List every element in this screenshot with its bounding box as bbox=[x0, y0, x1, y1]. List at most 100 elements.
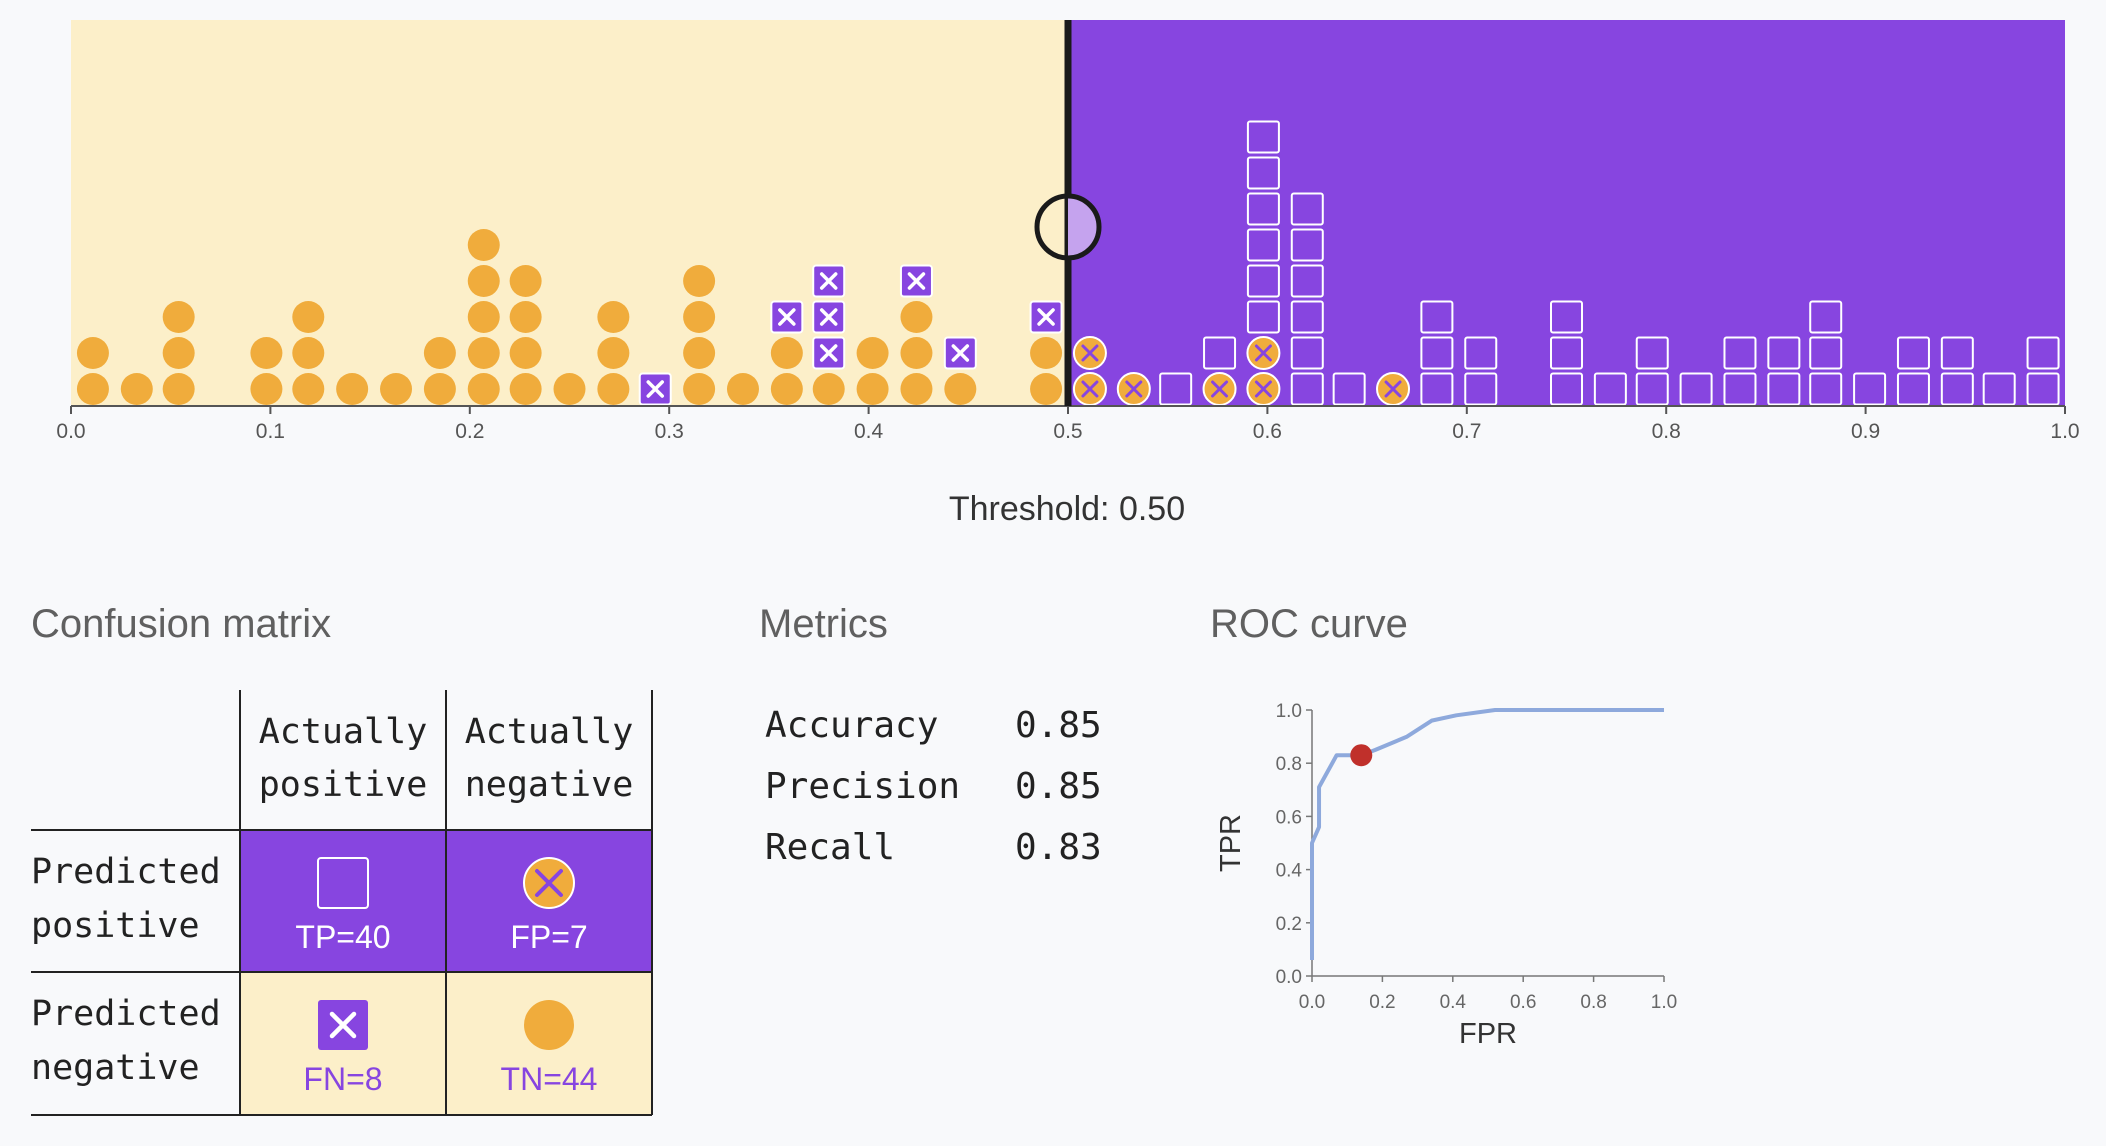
negative-example-point bbox=[162, 373, 195, 405]
positive-example-point bbox=[1464, 372, 1498, 406]
roc-current-point bbox=[1350, 744, 1373, 767]
circle-outline bbox=[1246, 336, 1281, 370]
positive-example-point bbox=[1246, 300, 1280, 334]
negative-example-point bbox=[812, 373, 845, 405]
negative-circle bbox=[467, 265, 500, 297]
negative-example-point bbox=[597, 301, 630, 333]
x-tick-label: 0.5 bbox=[1053, 420, 1082, 443]
x-tick-label: 0.1 bbox=[256, 420, 285, 443]
x-tick-label: 0.4 bbox=[1440, 992, 1467, 1013]
negative-example-point bbox=[944, 373, 977, 405]
positive-square bbox=[1290, 264, 1324, 298]
negative-circle bbox=[597, 373, 630, 405]
negative-example-point bbox=[250, 337, 283, 369]
negative-example-point bbox=[597, 337, 630, 369]
positive-square bbox=[1723, 336, 1757, 370]
confusion-matrix-title: Confusion matrix bbox=[31, 602, 332, 646]
positive-square bbox=[1203, 336, 1237, 370]
positive-example-point bbox=[1246, 264, 1280, 298]
metric-name: Precision bbox=[765, 766, 961, 807]
negative-example-point bbox=[509, 337, 542, 369]
positive-example-point bbox=[1940, 372, 1974, 406]
negative-example-point bbox=[1030, 337, 1063, 369]
row-header: Predicted bbox=[31, 994, 221, 1034]
negative-circle bbox=[683, 301, 716, 333]
negative-circle bbox=[553, 373, 586, 405]
positive-square bbox=[1550, 300, 1583, 334]
tp-count: TP=40 bbox=[295, 919, 390, 955]
positive-example-point bbox=[1246, 192, 1280, 226]
negative-circle bbox=[467, 301, 500, 333]
positive-example-point bbox=[1767, 372, 1801, 406]
negative-example-point bbox=[1116, 372, 1151, 406]
roc-chart: 0.0 0.2 0.4 0.6 0.8 1.0 0.0 0.2 0.4 0.6 0.8 1.0 FPR T… bbox=[1215, 701, 1677, 1050]
negative-example-point bbox=[162, 337, 195, 369]
negative-circle bbox=[1030, 373, 1063, 405]
x-icon bbox=[1081, 344, 1099, 362]
roc-title: ROC curve bbox=[1210, 602, 1408, 646]
predicted-negative-region bbox=[71, 20, 1068, 406]
x-icon bbox=[329, 1011, 357, 1039]
metric-name: Accuracy bbox=[765, 705, 939, 746]
negative-circle bbox=[250, 337, 283, 369]
negative-circle bbox=[726, 373, 759, 405]
positive-square bbox=[1464, 336, 1498, 370]
column-header: Actually bbox=[465, 712, 634, 752]
positive-example-point bbox=[899, 264, 933, 298]
y-tick-label: 1.0 bbox=[1276, 701, 1302, 722]
x-tick-label: 0.8 bbox=[1652, 420, 1681, 443]
negative-example-point bbox=[856, 337, 889, 369]
positive-square bbox=[2026, 336, 2060, 370]
x-icon bbox=[819, 344, 838, 362]
y-axis-label: TPR bbox=[1215, 814, 1247, 872]
positive-example-point bbox=[1896, 372, 1930, 406]
negative-circle bbox=[509, 337, 542, 369]
negative-circle bbox=[336, 373, 369, 405]
negative-example-point bbox=[509, 373, 542, 405]
negative-circle bbox=[162, 373, 195, 405]
x-tick-label: 1.0 bbox=[1651, 992, 1677, 1013]
positive-square bbox=[1246, 192, 1280, 226]
positive-example-point bbox=[1853, 372, 1887, 406]
x-icon bbox=[819, 308, 838, 326]
positive-example-point bbox=[1290, 336, 1324, 370]
x-icon bbox=[646, 380, 664, 398]
positive-square bbox=[1464, 372, 1498, 406]
negative-example-point bbox=[553, 373, 586, 405]
column-header: Actually bbox=[259, 712, 428, 752]
positive-example-point bbox=[1290, 300, 1324, 334]
x-tick-label: 0.2 bbox=[455, 420, 484, 443]
y-tick-label: 0.2 bbox=[1276, 914, 1302, 935]
positive-square bbox=[1896, 372, 1930, 406]
negative-example-point bbox=[770, 373, 803, 405]
negative-circle bbox=[770, 373, 803, 405]
negative-example-point bbox=[292, 373, 325, 405]
x-tick-label: 0.3 bbox=[655, 420, 684, 443]
x-icon bbox=[1125, 380, 1143, 398]
positive-square bbox=[1679, 372, 1713, 406]
negative-example-point bbox=[467, 229, 500, 261]
threshold-handle-fill bbox=[1068, 197, 1098, 257]
row-header: negative bbox=[31, 1048, 200, 1088]
metrics-table: Accuracy 0.85 Precision 0.85 Recall 0.83 bbox=[765, 695, 1102, 878]
positive-example-point bbox=[1290, 264, 1324, 298]
positive-square bbox=[1550, 336, 1583, 370]
positive-example-point bbox=[1723, 372, 1757, 406]
positive-example-point bbox=[1203, 336, 1237, 370]
metric-row-accuracy: Accuracy 0.85 bbox=[765, 695, 1102, 756]
negative-circle bbox=[812, 373, 845, 405]
score-distribution-chart[interactable]: 0.0 0.1 0.2 0.3 0.4 0.5 0.6 0.7 0.8 0.9 1.0 bbox=[0, 0, 2106, 460]
negative-example-point bbox=[509, 265, 542, 297]
positive-example-point bbox=[1420, 336, 1454, 370]
positive-example-point bbox=[1635, 372, 1669, 406]
negative-circle bbox=[900, 337, 933, 369]
negative-example-point bbox=[726, 373, 759, 405]
positive-square bbox=[1940, 336, 1974, 370]
negative-example-point bbox=[900, 373, 933, 405]
positive-example-point bbox=[943, 336, 977, 370]
fn-count: FN=8 bbox=[303, 1061, 382, 1097]
negative-example-point bbox=[76, 373, 109, 405]
negative-circle bbox=[120, 373, 153, 405]
negative-circle bbox=[683, 265, 716, 297]
negative-circle bbox=[76, 337, 109, 369]
